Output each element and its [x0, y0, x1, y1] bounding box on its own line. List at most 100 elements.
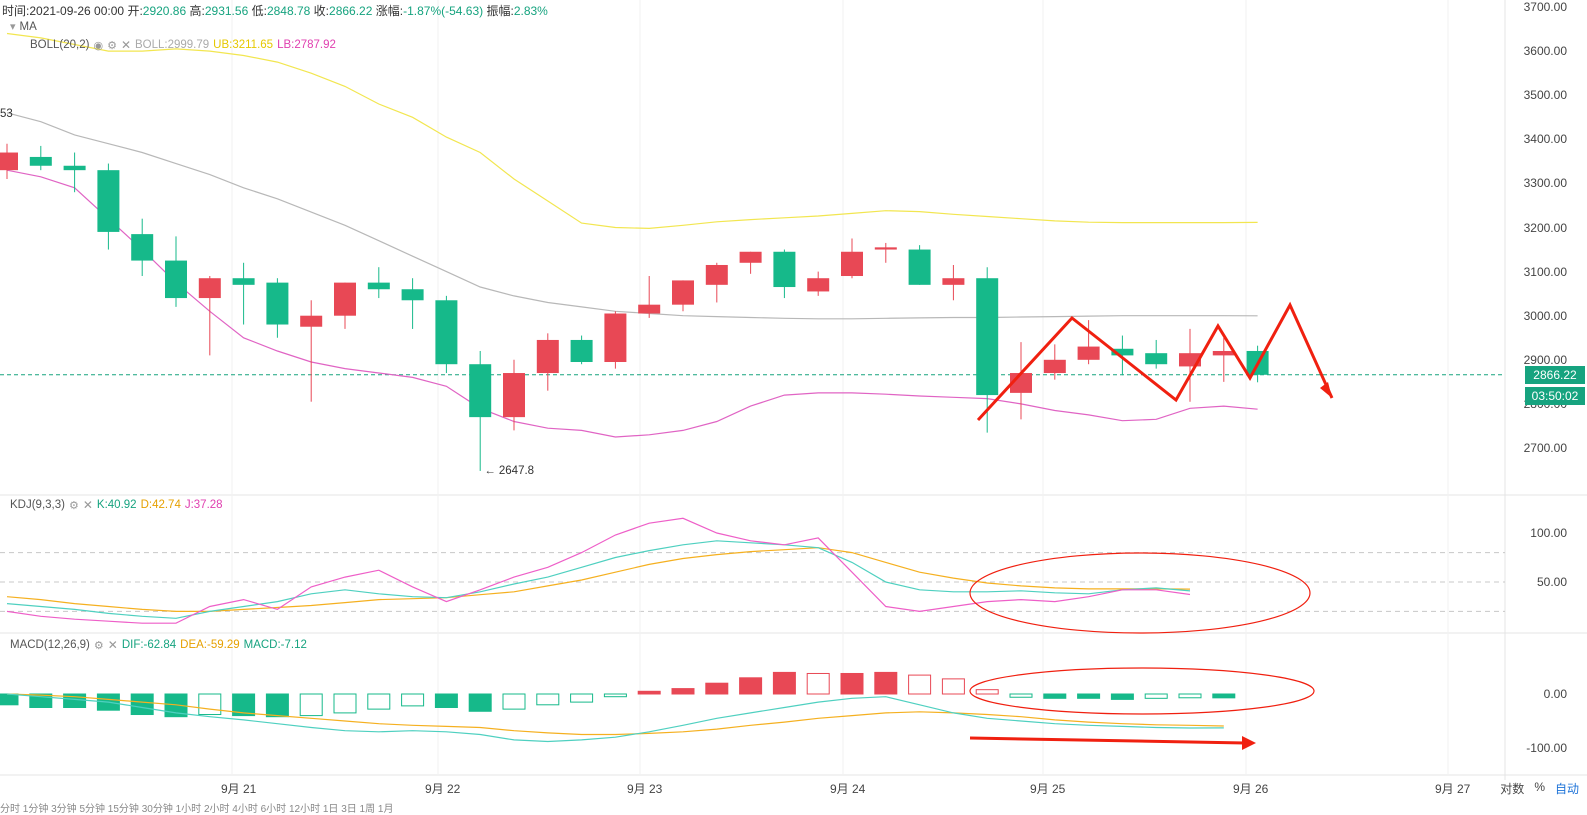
candle-body [536, 339, 559, 374]
macd-dea-line [6, 693, 1224, 736]
macd-bar [671, 688, 695, 695]
macd-bar [367, 693, 391, 710]
ma-legend[interactable]: ▾ MA [10, 20, 37, 34]
close-value: 2866.22 [329, 4, 373, 18]
time-tick-label: 9月 23 [627, 782, 663, 796]
candle-body [367, 282, 390, 290]
boll-lb-value: LB:2787.92 [277, 39, 336, 51]
boll-value: BOLL:2999.79 [135, 39, 210, 51]
macd-bar [536, 693, 560, 706]
kdj-k-line [6, 540, 1191, 619]
macd-bar [772, 671, 796, 695]
kdj-k-value: K:40.92 [96, 499, 137, 511]
close-icon[interactable]: ✕ [120, 38, 131, 52]
macd-bar [1212, 693, 1236, 699]
boll-ub-value: UB:3211.65 [213, 39, 274, 51]
price-tick-label: 3300.00 [1523, 176, 1567, 191]
boll-legend[interactable]: BOLL(20,2) ◉ ⚙ ✕ BOLL:2999.79 UB:3211.65… [30, 38, 336, 52]
axis-options[interactable]: 对数 % 自动 [1500, 780, 1579, 797]
boll-lower-line [6, 169, 1258, 438]
candle-body [401, 289, 424, 301]
grid-lines [0, 0, 1587, 780]
left-ma-value: 53 [0, 108, 13, 120]
candle-body [841, 251, 863, 277]
macd-bar [637, 690, 661, 695]
macd-bar [840, 672, 864, 695]
macd-legend[interactable]: MACD(12,26,9) ⚙ ✕ DIF:-62.84 DEA:-59.29 … [10, 638, 307, 652]
time-tick-label: 9月 22 [425, 782, 461, 796]
auto-scale-button[interactable]: 自动 [1554, 782, 1579, 796]
open-value: 2920.86 [142, 4, 187, 18]
timeframe-bar[interactable]: 分时 1分钟 3分钟 5分钟 15分钟 30分钟 1小时 2小时 4小时 6小时… [0, 804, 394, 815]
drawn-trend-arrow [969, 736, 1246, 745]
candle-body [908, 249, 931, 285]
macd-bar [570, 693, 594, 703]
macd-bar [705, 682, 729, 695]
macd-bar [874, 671, 898, 695]
kdj-d-line [6, 547, 1191, 613]
macd-bar [434, 693, 458, 708]
candle-body [570, 339, 593, 363]
candle-body [773, 251, 796, 288]
macd-tick-label: -100.00 [1526, 741, 1567, 755]
macd-bar [739, 677, 763, 695]
close-label: 收: [313, 4, 330, 18]
macd-bar [232, 693, 256, 717]
kdj-d-value: D:42.74 [140, 499, 181, 511]
kdj-tick-label: 50.00 [1536, 575, 1567, 589]
drawing-annotations[interactable] [969, 301, 1334, 750]
time-label: 时间: [2, 4, 30, 18]
macd-bar [0, 693, 19, 706]
macd-bar [299, 693, 323, 717]
macd-bar [468, 693, 492, 712]
candle-body [435, 300, 458, 365]
high-label: 高: [189, 4, 205, 18]
close-icon[interactable]: ✕ [82, 498, 93, 512]
macd-dif-value: DIF:-62.84 [121, 639, 177, 651]
candle-body [1212, 350, 1235, 356]
close-icon[interactable]: ✕ [107, 638, 118, 652]
candle-body [604, 313, 627, 363]
change-value: -1.87%(-54.63) [403, 4, 484, 18]
gear-icon[interactable]: ⚙ [107, 39, 117, 52]
macd-bar [1144, 693, 1168, 699]
boll-lines [6, 32, 1258, 438]
eye-icon[interactable]: ◉ [93, 39, 104, 52]
macd-bar [941, 678, 965, 695]
kdj-legend-name: KDJ(9,3,3) [10, 499, 65, 511]
macd-bar [975, 689, 999, 695]
arrow-head [1242, 736, 1256, 750]
collapse-icon[interactable]: ▾ [10, 21, 16, 33]
percent-scale-button[interactable]: % [1534, 780, 1545, 794]
macd-bar [806, 672, 830, 695]
time-tick-label: 9月 26 [1233, 782, 1269, 796]
time-tick-label: 9月 27 [1435, 782, 1471, 796]
price-tick-label: 3600.00 [1523, 44, 1567, 59]
gear-icon[interactable]: ⚙ [68, 499, 79, 512]
candle-body [739, 251, 762, 263]
price-tick-label: 2700.00 [1523, 441, 1567, 455]
price-tick-label: 3000.00 [1523, 308, 1567, 323]
price-tick-label: 3100.00 [1523, 264, 1567, 279]
candle-body [63, 165, 86, 171]
log-scale-button[interactable]: 对数 [1500, 782, 1525, 796]
candle-body [198, 278, 221, 299]
time-tick-label: 9月 25 [1030, 782, 1066, 796]
candle-body [300, 315, 323, 327]
gear-icon[interactable]: ⚙ [93, 639, 104, 652]
time-tick-label: 9月 21 [221, 782, 257, 796]
drawn-zigzag-line [976, 301, 1334, 422]
macd-bar [908, 674, 932, 695]
macd-bar [1009, 693, 1033, 698]
candle-body [97, 170, 120, 232]
open-label: 开: [127, 4, 143, 18]
change-label: 涨幅: [375, 4, 404, 18]
candle-body [334, 282, 356, 316]
macd-bar [1110, 693, 1134, 700]
boll-middle-line [6, 112, 1258, 320]
candle-body [29, 156, 52, 166]
candle-body [807, 278, 830, 292]
kdj-legend[interactable]: KDJ(9,3,3) ⚙ ✕ K:40.92 D:42.74 J:37.28 [10, 498, 223, 512]
last-price-tag: 2866.22 [1525, 366, 1585, 384]
